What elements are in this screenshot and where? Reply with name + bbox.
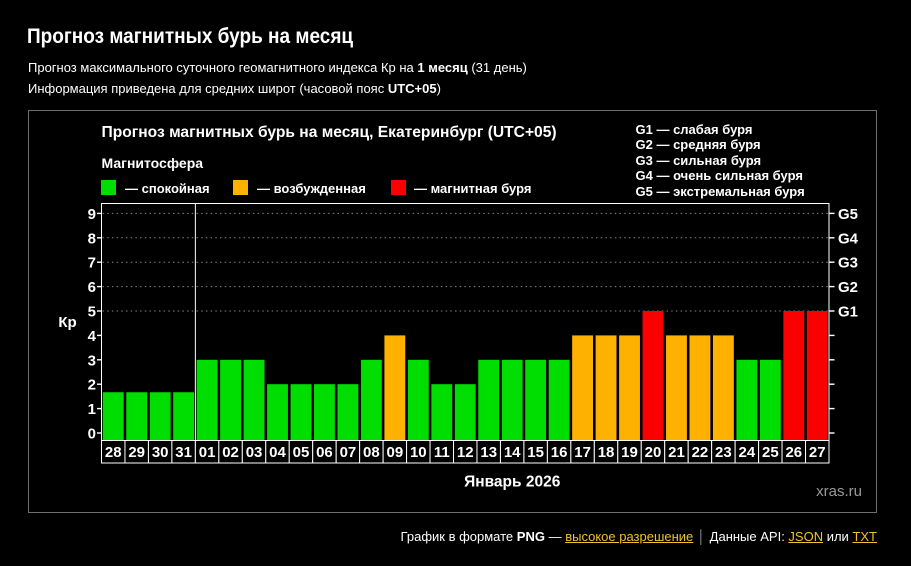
svg-text:29: 29 — [128, 444, 145, 461]
svg-text:12: 12 — [457, 444, 474, 461]
svg-text:14: 14 — [504, 444, 521, 461]
svg-text:22: 22 — [692, 444, 709, 461]
svg-text:24: 24 — [739, 444, 756, 461]
svg-text:31: 31 — [175, 444, 192, 461]
svg-text:10: 10 — [410, 444, 427, 461]
svg-text:0: 0 — [88, 426, 96, 443]
svg-text:xras.ru: xras.ru — [816, 483, 862, 500]
svg-text:2: 2 — [88, 377, 96, 394]
svg-text:G1: G1 — [838, 304, 858, 321]
svg-text:G3: G3 — [838, 255, 858, 272]
svg-text:16: 16 — [551, 444, 568, 461]
svg-text:02: 02 — [222, 444, 239, 461]
svg-text:28: 28 — [105, 444, 122, 461]
svg-text:7: 7 — [88, 255, 96, 272]
svg-text:08: 08 — [363, 444, 380, 461]
svg-text:6: 6 — [88, 279, 96, 296]
svg-text:25: 25 — [762, 444, 779, 461]
svg-text:13: 13 — [480, 444, 497, 461]
svg-text:03: 03 — [246, 444, 263, 461]
svg-text:06: 06 — [316, 444, 333, 461]
svg-text:26: 26 — [785, 444, 802, 461]
svg-text:Кр: Кр — [58, 314, 76, 331]
svg-text:G2: G2 — [838, 279, 858, 296]
svg-text:15: 15 — [527, 444, 544, 461]
svg-text:17: 17 — [574, 444, 591, 461]
svg-text:19: 19 — [621, 444, 638, 461]
svg-text:9: 9 — [88, 206, 96, 223]
svg-text:27: 27 — [809, 444, 826, 461]
svg-text:20: 20 — [645, 444, 662, 461]
svg-text:G5: G5 — [838, 206, 858, 223]
svg-text:04: 04 — [269, 444, 286, 461]
svg-text:Январь 2026: Январь 2026 — [464, 474, 561, 491]
svg-text:5: 5 — [88, 304, 96, 321]
svg-text:09: 09 — [387, 444, 404, 461]
svg-text:1: 1 — [88, 401, 96, 418]
svg-text:3: 3 — [88, 352, 96, 369]
svg-text:23: 23 — [715, 444, 732, 461]
svg-text:11: 11 — [434, 444, 450, 461]
svg-text:01: 01 — [199, 444, 216, 461]
svg-text:18: 18 — [598, 444, 615, 461]
svg-text:07: 07 — [340, 444, 357, 461]
svg-text:G4: G4 — [838, 230, 859, 247]
svg-text:21: 21 — [668, 444, 685, 461]
svg-text:30: 30 — [152, 444, 169, 461]
svg-text:05: 05 — [293, 444, 310, 461]
svg-text:4: 4 — [88, 328, 97, 345]
svg-text:8: 8 — [88, 230, 96, 247]
